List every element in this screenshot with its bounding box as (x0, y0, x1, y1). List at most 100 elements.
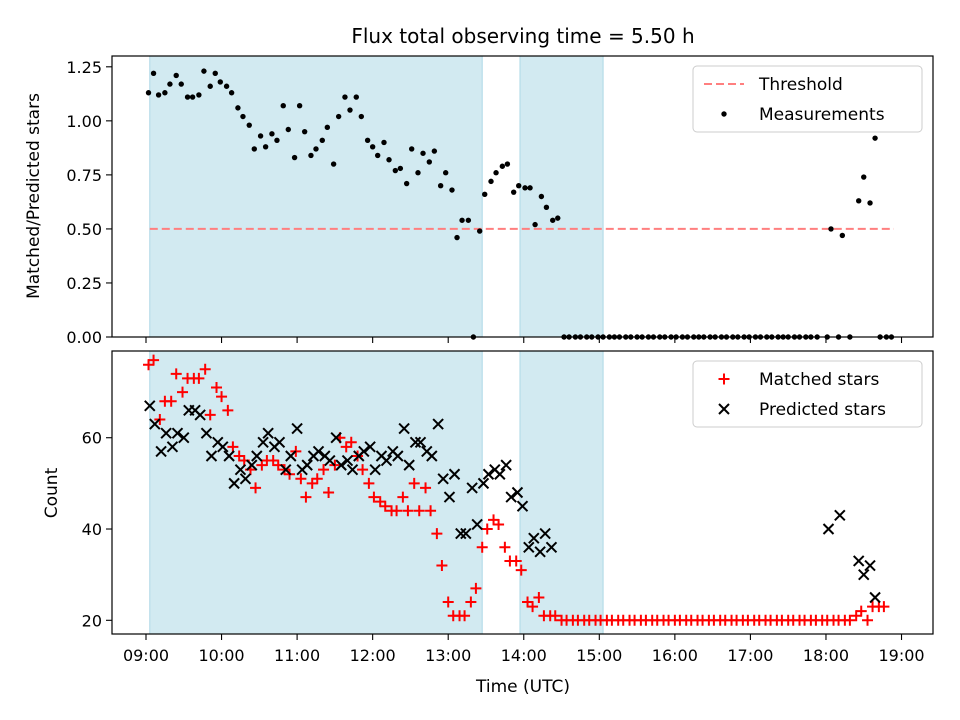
predicted-star-point-53 (443, 491, 456, 503)
measurement-point-29 (308, 152, 314, 159)
measurement-point-44 (392, 167, 399, 174)
predicted-star-point-66 (516, 500, 529, 512)
matched-star-point-1 (148, 354, 160, 366)
measurement-point-54 (449, 187, 455, 193)
predicted-star-point-6 (178, 432, 190, 444)
matched-star-point-13 (216, 391, 228, 403)
predicted-star-point-13 (217, 441, 229, 453)
predicted-star-point-48 (414, 436, 427, 448)
matched-star-point-62 (493, 518, 505, 530)
measurement-point-36 (347, 107, 353, 113)
measurement-point-56 (459, 217, 465, 223)
predicted-star-point-39 (364, 441, 376, 453)
predicted-star-point-25 (285, 450, 297, 462)
matched-star-point-4 (165, 395, 177, 407)
bottom-panel: 20 40 60 09:00 10:00 11:00 12:00 13:00 14:00 15:0… (82, 350, 934, 665)
matched-star-point-60 (481, 523, 493, 535)
predicted-star-point-73 (834, 509, 846, 522)
y-tick-label-0-1: 0.25 (66, 274, 102, 293)
measurement-point-42 (381, 139, 387, 146)
predicted-star-point-26 (291, 422, 303, 435)
measurement-point-12 (212, 70, 218, 76)
predicted-star-point-20 (257, 436, 269, 448)
matched-star-point-57 (465, 596, 477, 608)
predicted-star-point-0 (144, 400, 156, 412)
y-tick-label-0-2: 0.50 (66, 220, 102, 239)
predicted-star-point-42 (380, 454, 393, 467)
matched-star-point-56 (459, 610, 471, 622)
legend-label-0-0: Threshold (758, 75, 843, 95)
predicted-star-point-10 (200, 427, 213, 439)
predicted-star-point-57 (466, 482, 478, 494)
measurement-point-38 (358, 113, 365, 120)
predicted-star-point-23 (273, 436, 286, 448)
shaded-interval-1 (519, 350, 604, 635)
predicted-star-point-11 (205, 450, 218, 462)
measurement-point-61 (488, 178, 494, 185)
x-tick-label-9: 18:00 (803, 646, 849, 665)
matched-star-point-11 (204, 409, 216, 421)
predicted-star-point-38 (358, 445, 370, 458)
matched-star-point-66 (515, 564, 527, 576)
matched-star-point-51 (431, 528, 443, 540)
x-tick-label-6: 15:00 (576, 646, 622, 665)
measurement-point-65 (510, 189, 517, 195)
measurement-point-30 (313, 146, 319, 152)
predicted-star-point-56 (460, 527, 472, 540)
measurement-point-55 (454, 234, 460, 241)
measurement-point-22 (269, 131, 275, 137)
matched-star-point-59 (476, 541, 488, 553)
predicted-star-point-15 (228, 477, 240, 490)
measurement-point-39 (364, 137, 371, 143)
predicted-star-point-45 (398, 422, 410, 435)
matched-star-point-9 (193, 372, 205, 384)
measurement-point-125 (856, 198, 862, 204)
measurement-point-9 (196, 92, 202, 98)
measurement-point-52 (437, 182, 444, 189)
predicted-star-point-3 (160, 427, 172, 439)
shaded-interval-0 (149, 350, 483, 635)
predicted-star-point-74 (852, 555, 865, 567)
predicted-star-point-33 (330, 432, 342, 444)
measurement-point-32 (324, 124, 331, 131)
y-tick-label-0-3: 0.75 (66, 166, 102, 185)
predicted-star-point-64 (505, 491, 517, 503)
predicted-star-point-55 (455, 527, 467, 540)
matched-star-point-40 (368, 491, 380, 503)
matched-star-point-10 (199, 363, 211, 375)
matched-star-point-48 (413, 505, 425, 517)
measurement-point-43 (386, 157, 392, 163)
measurement-point-46 (403, 180, 410, 187)
predicted-star-point-52 (437, 473, 449, 485)
matched-star-point-52 (436, 560, 448, 572)
y-tick-label-1-0: 20 (82, 611, 102, 630)
measurement-point-66 (516, 182, 522, 189)
measurement-point-40 (369, 144, 376, 150)
matched-star-point-27 (295, 473, 307, 485)
measurement-point-19 (251, 146, 257, 152)
measurement-point-47 (408, 146, 415, 152)
measurement-point-69 (532, 221, 538, 228)
matched-star-point-42 (379, 500, 391, 512)
legend-label-1-1: Predicted stars (759, 400, 886, 420)
predicted-star-point-63 (500, 459, 512, 471)
measurement-point-14 (223, 83, 230, 89)
matched-star-point-127 (862, 614, 874, 626)
predicted-star-point-1 (149, 418, 161, 430)
predicted-star-point-71 (545, 541, 558, 553)
predicted-star-point-77 (869, 591, 881, 604)
x-tick-label-4: 13:00 (425, 646, 471, 665)
measurement-point-31 (319, 137, 325, 143)
measurement-point-2 (155, 92, 162, 98)
matched-star-point-50 (425, 505, 437, 517)
measurement-point-34 (335, 113, 342, 120)
legend-matched-handle (718, 373, 730, 385)
measurement-point-60 (482, 191, 488, 198)
measurement-point-7 (184, 94, 191, 100)
predicted-star-point-24 (280, 463, 292, 476)
predicted-star-point-4 (166, 441, 179, 453)
measurement-point-26 (291, 154, 298, 161)
measurement-point-62 (493, 170, 499, 176)
predicted-star-point-18 (246, 459, 258, 471)
